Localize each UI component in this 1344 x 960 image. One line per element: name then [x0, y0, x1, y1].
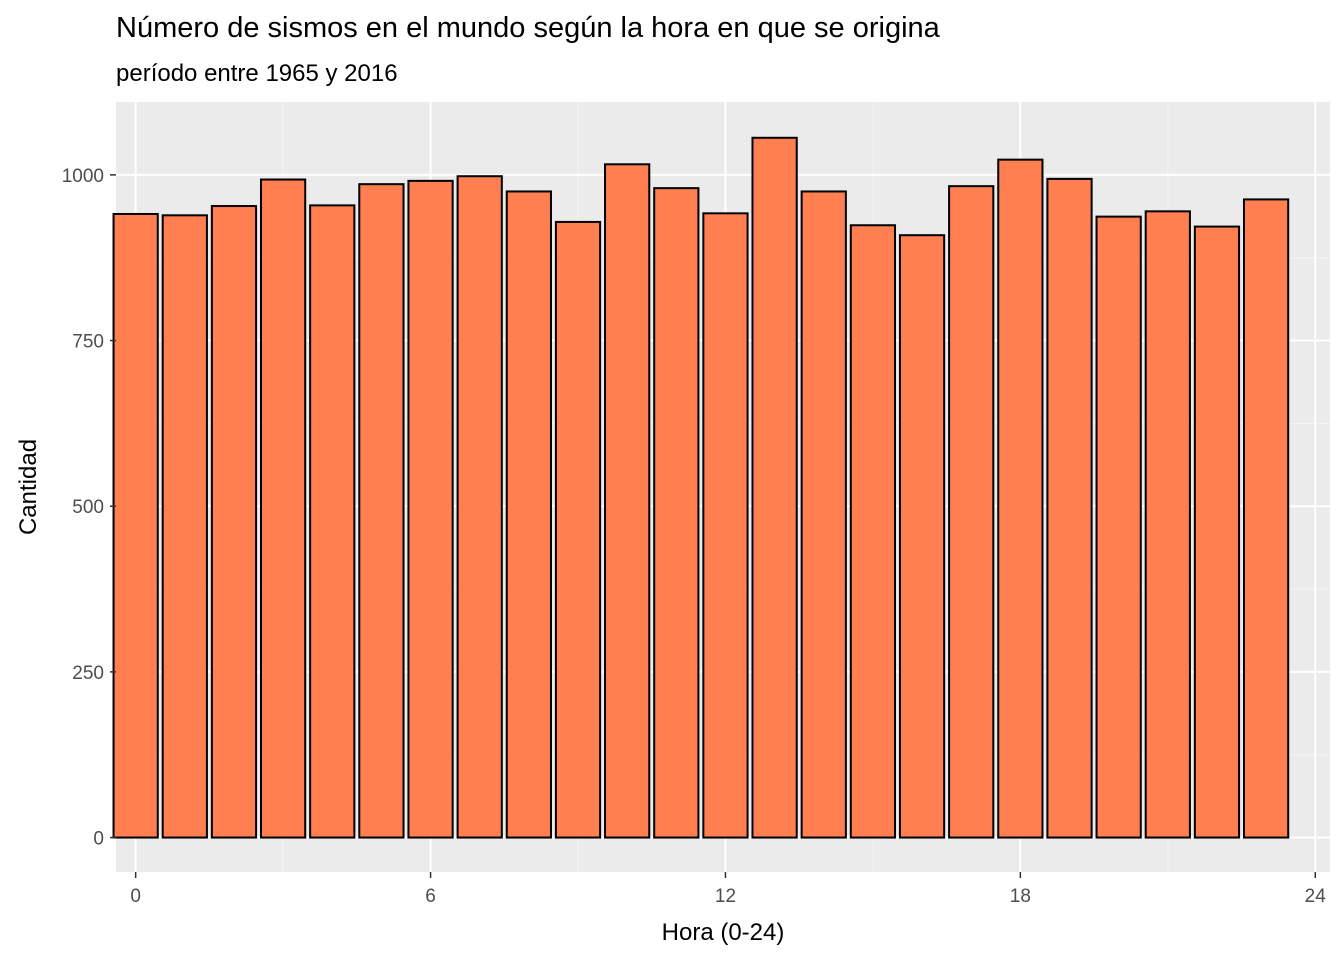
bar-hour-5 [358, 183, 405, 839]
x-axis-title: Hora (0-24) [662, 919, 785, 946]
x-tick-label: 18 [1010, 886, 1031, 907]
y-tick-label: 750 [72, 332, 104, 353]
x-tick-label: 12 [715, 886, 736, 907]
y-tick-label: 0 [93, 829, 104, 850]
bar-hour-18 [997, 158, 1044, 839]
bar-hour-3 [259, 178, 307, 839]
bar-hour-7 [456, 175, 503, 839]
bars [112, 136, 1290, 839]
bar-hour-8 [505, 190, 552, 839]
bar-hour-0 [112, 212, 159, 839]
y-axis-title: Cantidad [15, 439, 42, 535]
bar-hour-6 [407, 179, 454, 839]
bar-hour-11 [653, 187, 700, 839]
y-tick-label: 1000 [62, 166, 104, 187]
bar-hour-16 [898, 234, 946, 839]
bar-hour-13 [751, 136, 798, 839]
x-axis: 0 6 12 18 24 [130, 872, 1326, 907]
chart-subtitle: período entre 1965 y 2016 [116, 60, 398, 87]
bar-hour-2 [210, 205, 258, 839]
chart-title: Número de sismos en el mundo según la ho… [116, 12, 940, 44]
x-tick-label: 0 [130, 886, 141, 907]
bar-hour-20 [1095, 215, 1142, 839]
bar-hour-15 [849, 224, 897, 839]
bar-hour-1 [161, 214, 208, 839]
bar-hour-9 [554, 220, 602, 839]
bar-hour-21 [1144, 210, 1191, 839]
y-axis: 0 250 500 750 1000 [62, 166, 116, 850]
bar-hour-23 [1242, 198, 1290, 839]
bar-hour-12 [702, 212, 749, 839]
y-tick-label: 250 [72, 663, 104, 684]
bar-hour-10 [604, 163, 651, 839]
bar-hour-4 [309, 204, 356, 839]
bar-hour-14 [800, 190, 847, 839]
bar-hour-19 [1046, 177, 1093, 839]
y-tick-label: 500 [72, 497, 104, 518]
x-tick-label: 6 [425, 886, 436, 907]
bar-hour-22 [1193, 225, 1241, 839]
bar-hour-17 [948, 185, 995, 839]
x-tick-label: 24 [1305, 886, 1327, 907]
